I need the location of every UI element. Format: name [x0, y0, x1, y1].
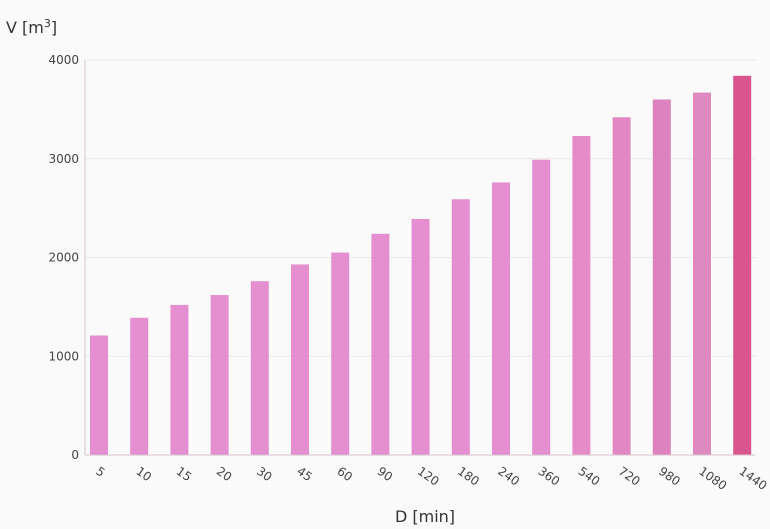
x-tick-label: 45	[294, 464, 315, 484]
x-tick-label: 120	[415, 464, 442, 489]
bar	[652, 99, 671, 455]
bar	[572, 136, 591, 455]
x-tick-label: 20	[214, 464, 235, 484]
y-axis-label-superscript: 3	[44, 17, 51, 30]
x-tick-label: 1080	[696, 464, 729, 493]
y-tick-label: 1000	[48, 349, 79, 363]
x-axis-label: D [min]	[395, 507, 455, 526]
bar	[492, 182, 510, 455]
bar	[210, 295, 229, 455]
y-tick-labels: 0 1000 2000 3000 4000	[48, 53, 79, 462]
y-tick-label: 3000	[48, 152, 79, 166]
bar	[170, 304, 189, 455]
y-axis-label-end: ]	[51, 18, 57, 37]
bar	[90, 335, 108, 455]
x-tick-label: 5	[93, 464, 107, 480]
x-tick-label: 540	[576, 464, 603, 489]
bar	[733, 75, 752, 456]
bar	[451, 199, 470, 455]
bar	[291, 264, 309, 455]
x-tick-label: 15	[174, 464, 195, 484]
x-tick-label: 1440	[736, 464, 769, 493]
x-tick-label: 360	[535, 464, 562, 489]
x-tick-label: 30	[254, 464, 275, 484]
bar	[130, 317, 149, 455]
y-axis-label: V [m3]	[6, 17, 57, 37]
x-tick-labels: 5 10 15 20 30 45 60 90 120 180 240 360 540 720 980 1080…	[93, 464, 769, 493]
bar	[693, 92, 711, 456]
y-tick-label: 4000	[48, 53, 79, 67]
y-axis-label-main: V [m	[6, 18, 44, 37]
x-tick-label: 720	[616, 464, 643, 489]
bar	[411, 218, 430, 455]
bar	[371, 233, 390, 455]
x-tick-label: 10	[133, 464, 154, 484]
x-tick-label: 60	[334, 464, 355, 484]
bar	[612, 117, 631, 456]
x-tick-label: 980	[656, 464, 683, 489]
y-tick-label: 0	[71, 448, 79, 462]
x-tick-label: 180	[455, 464, 482, 489]
bar	[250, 281, 269, 455]
x-tick-label: 90	[375, 464, 396, 484]
bars-layer	[90, 75, 752, 456]
y-tick-label: 2000	[48, 251, 79, 265]
axes-layer	[84, 60, 755, 456]
bar	[331, 252, 350, 455]
x-tick-label: 240	[495, 464, 522, 489]
bar	[532, 159, 551, 456]
